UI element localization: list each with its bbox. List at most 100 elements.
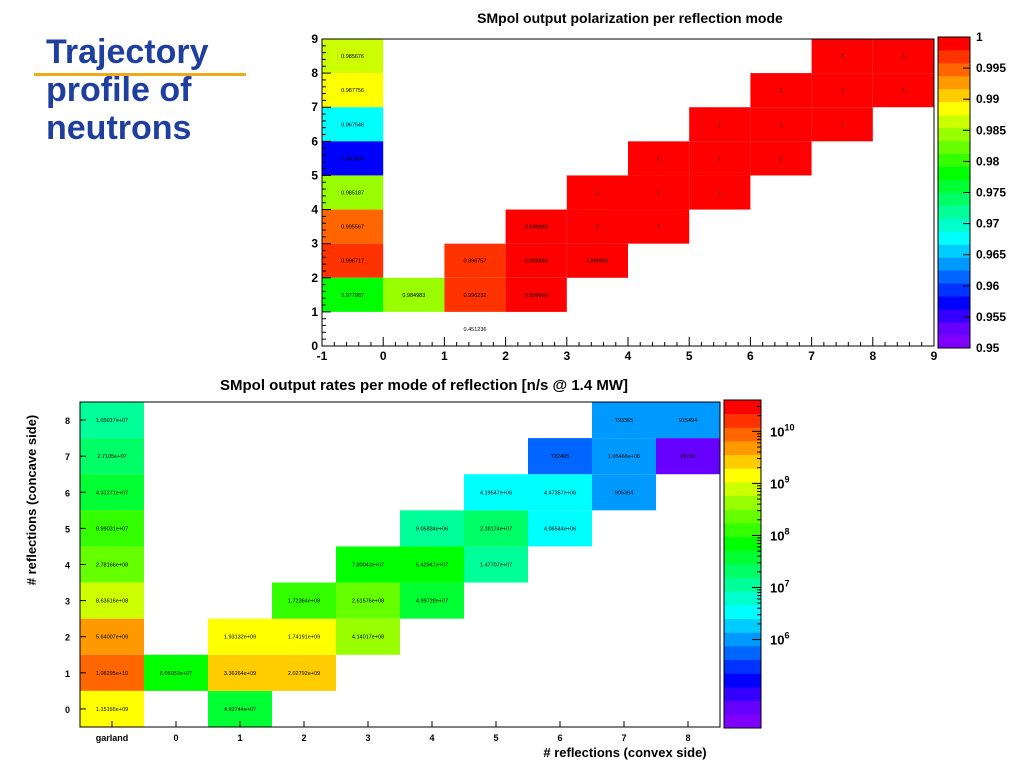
- y-tick-label: 5: [65, 524, 70, 534]
- tick-exponent: 9: [784, 474, 789, 484]
- cell-value-label: 1.05466e+06: [608, 454, 640, 460]
- heatmap-cell: [80, 402, 144, 439]
- y-tick-label: 7: [65, 452, 70, 462]
- colorbar-swatch: [938, 166, 970, 180]
- cell-value-label: 1: [596, 191, 599, 197]
- cell-value-label: 0.985676: [341, 54, 364, 60]
- heatmap-cell: [811, 73, 873, 108]
- colorbar-tick-label: 0.975: [976, 186, 1006, 200]
- rates-heatmap: SMpol output rates per mode of reflectio…: [24, 377, 794, 760]
- heatmap-cell: [80, 510, 144, 547]
- cell-value-label: 1: [779, 122, 782, 128]
- colorbar-swatch: [724, 700, 761, 715]
- heatmap-cell: [80, 546, 144, 583]
- heatmap-cell: [400, 546, 464, 583]
- x-tick-label: 1: [441, 349, 448, 363]
- cell-value-label: 59735: [680, 454, 695, 460]
- cell-value-label: 9.05834e+06: [416, 526, 448, 532]
- cell-value-label: 1: [718, 122, 721, 128]
- cell-value-label: 1.15165e+09: [96, 707, 128, 713]
- y-tick-label: 6: [65, 488, 70, 498]
- x-tick-label: 0: [173, 733, 178, 743]
- cell-value-label: 1: [779, 156, 782, 162]
- heatmap-cell: [400, 510, 464, 547]
- x-tick-label: 9: [931, 349, 938, 363]
- rates-y-axis-label: # reflections (concave side): [24, 415, 39, 586]
- colorbar-tick-label: 107: [770, 579, 789, 596]
- x-tick-label: 8: [685, 733, 690, 743]
- y-tick-label: 2: [311, 271, 318, 285]
- cell-value-label: 1: [779, 88, 782, 94]
- heatmap-cell: [272, 618, 336, 655]
- heatmap-cell: [464, 546, 528, 583]
- cell-value-label: 0.996717: [341, 259, 364, 265]
- x-tick-label: 5: [686, 349, 693, 363]
- heatmap-cell: [628, 175, 690, 210]
- cell-value-label: 905364: [615, 490, 633, 496]
- colorbar-swatch: [724, 550, 761, 565]
- heatmap-cell: [322, 141, 384, 176]
- colorbar-swatch: [938, 205, 970, 219]
- colorbar-swatch: [724, 509, 761, 524]
- cell-value-label: 4.92744e+07: [224, 707, 256, 713]
- rates-chart-title: SMpol output rates per mode of reflectio…: [220, 377, 628, 394]
- cell-value-label: 1.08295e+10: [96, 671, 128, 677]
- cell-value-label: 2.61576e+08: [352, 599, 384, 605]
- colorbar-tick-label: 0.95: [976, 341, 1000, 355]
- heatmap-cell: [444, 277, 506, 312]
- colorbar-tick-label: 0.995: [976, 61, 1006, 75]
- heatmap-cell: [336, 546, 400, 583]
- colorbar-tick-label: 0.955: [976, 310, 1006, 324]
- y-tick-label: 1: [311, 305, 318, 319]
- x-tick-label: 3: [365, 733, 370, 743]
- title-underline: [34, 73, 246, 76]
- heatmap-cell: [336, 618, 400, 655]
- cell-value-label: 9.99031e+07: [96, 526, 128, 532]
- colorbar-swatch: [724, 673, 761, 688]
- colorbar-swatch: [938, 231, 970, 245]
- cell-value-label: 1: [657, 191, 660, 197]
- heatmap-cell: [80, 474, 144, 511]
- heatmap-cell: [208, 690, 272, 727]
- cell-value-label: 0.987756: [341, 88, 364, 94]
- heatmap-cell: [505, 277, 567, 312]
- cell-value-label: 2.78166e+08: [96, 563, 128, 569]
- heatmap-cell: [322, 175, 384, 210]
- y-tick-label: 4: [311, 203, 318, 217]
- cell-value-label: 793365: [615, 418, 633, 424]
- cell-value-label: 2.02792e+09: [288, 671, 320, 677]
- y-tick-label: 5: [311, 168, 318, 182]
- colorbar-tick-label: 0.98: [976, 154, 1000, 168]
- y-tick-label: 0: [65, 705, 70, 715]
- y-tick-label: 8: [65, 416, 70, 426]
- colorbar-tick-label: 108: [770, 526, 789, 543]
- colorbar-tick-label: 0.985: [976, 123, 1006, 137]
- colorbar-swatch: [938, 322, 970, 336]
- cell-value-label: 0.967546: [341, 122, 364, 128]
- y-tick-label: 2: [65, 633, 70, 643]
- heatmap-cell: [208, 654, 272, 691]
- x-tick-label: 6: [557, 733, 562, 743]
- colorbar-swatch: [938, 335, 970, 349]
- cell-value-label: 1: [902, 88, 905, 94]
- x-tick-label: 7: [808, 349, 815, 363]
- heatmap-cell: [689, 175, 751, 210]
- colorbar-swatch: [724, 714, 761, 729]
- cell-value-label: 4.06544e+06: [544, 526, 576, 532]
- heatmap-cell: [322, 277, 384, 312]
- colorbar-swatch: [724, 618, 761, 633]
- heatmap-cell: [811, 107, 873, 142]
- heatmap-cell: [80, 654, 144, 691]
- tick-exponent: 8: [784, 526, 789, 536]
- y-tick-label: 3: [311, 237, 318, 251]
- cell-value-label: 1: [596, 225, 599, 231]
- cell-value-label: 8.63616e+08: [96, 599, 128, 605]
- cell-value-label: 4.19547e+06: [480, 490, 512, 496]
- heatmap-cell: [322, 73, 384, 108]
- cell-value-label: 0.957984: [341, 156, 364, 162]
- cell-value-label: 1: [841, 122, 844, 128]
- heatmap-cell: [80, 618, 144, 655]
- heatmap-cell: [656, 402, 720, 439]
- rates-x-axis-label: # reflections (convex side): [543, 745, 706, 760]
